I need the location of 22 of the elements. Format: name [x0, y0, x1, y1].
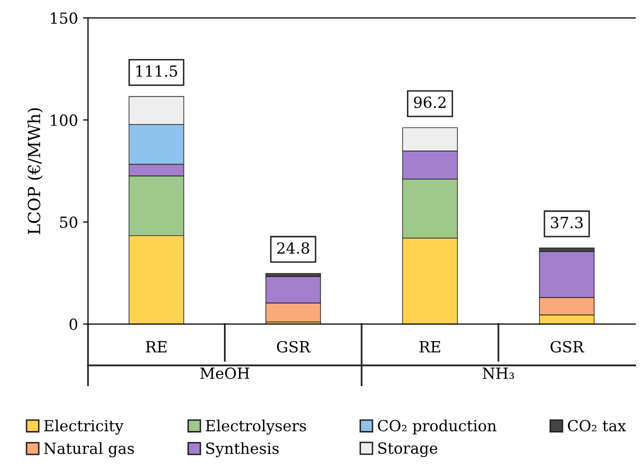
- total-label: 96.2: [414, 96, 446, 108]
- y-tick-label: 100: [50, 114, 78, 126]
- legend-label: CO₂ production: [378, 420, 496, 434]
- x-tick-label: GSR: [276, 340, 311, 353]
- x-tick-label: GSR: [550, 340, 584, 353]
- legend-label: Storage: [378, 442, 438, 458]
- x-tick-label: RE: [420, 341, 440, 352]
- y-tick-label: 50: [60, 216, 78, 228]
- text: NH₃: [482, 368, 514, 379]
- x-tick-label: RE: [146, 341, 167, 352]
- legend-label: Electrolysers: [206, 420, 306, 435]
- y-axis-title: LCOP (€/MWh): [27, 108, 43, 234]
- y-tick-label: 150: [50, 12, 78, 24]
- text: MeOH: [200, 367, 250, 379]
- legend-label: Synthesis: [206, 442, 279, 458]
- legend-label: Natural gas: [44, 442, 134, 458]
- total-label: 37.3: [550, 216, 583, 228]
- total-label: 111.5: [136, 65, 178, 77]
- legend-label: CO₂ tax: [568, 420, 626, 432]
- legend-label: Electricity: [44, 420, 124, 435]
- total-label: 24.8: [277, 242, 310, 254]
- y-tick-label: 0: [70, 318, 78, 330]
